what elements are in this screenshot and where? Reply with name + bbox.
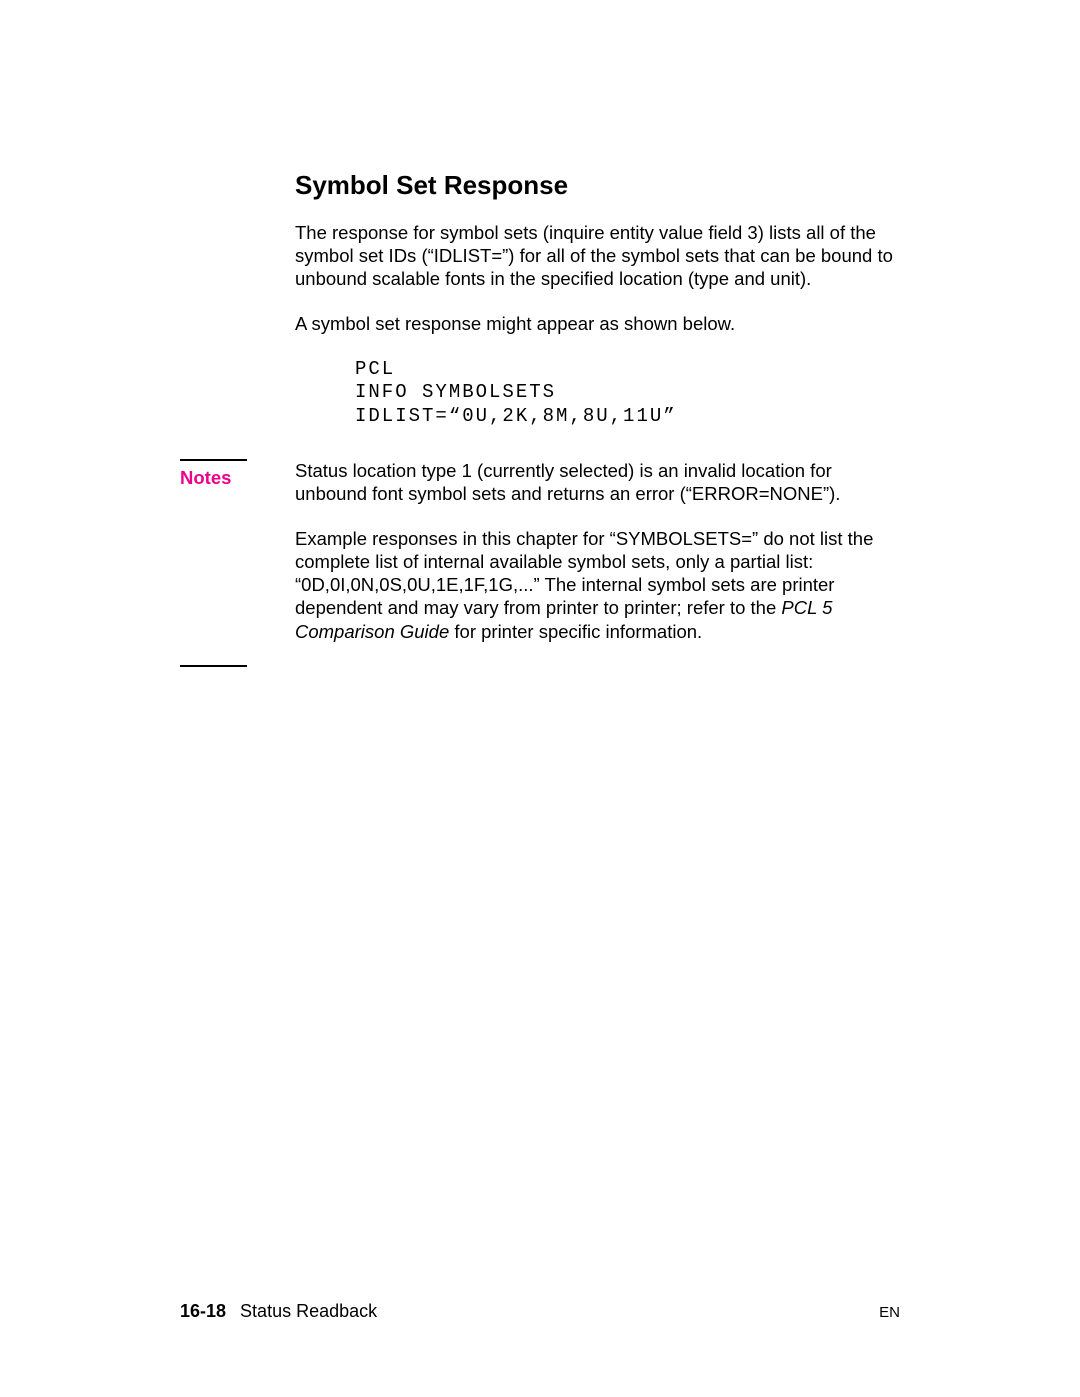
notes-para-2: Example responses in this chapter for “S… [295,527,900,643]
page-container: Symbol Set Response The response for sym… [0,0,1080,1397]
section-heading: Symbol Set Response [295,170,900,201]
page-footer: 16-18 Status Readback EN [180,1301,900,1322]
footer-title: Status Readback [240,1301,377,1322]
footer-lang: EN [879,1304,900,1321]
code-sample: PCL INFO SYMBOLSETS IDLIST=“0U,2K,8M,8U,… [355,358,900,429]
notes-rule-bottom [180,665,247,667]
notes-para-1: Status location type 1 (currently select… [295,459,900,505]
footer-left: 16-18 Status Readback [180,1301,377,1322]
notes-label: Notes [180,467,265,489]
notes-label-wrap: Notes [180,459,265,489]
footer-page-number: 16-18 [180,1301,226,1322]
notes-rule-top [180,459,247,461]
notes-section: Notes Status location type 1 (currently … [180,459,900,667]
paragraph-intro: The response for symbol sets (inquire en… [295,221,900,290]
paragraph-lead: A symbol set response might appear as sh… [295,312,900,335]
notes-body: Status location type 1 (currently select… [295,459,900,643]
notes-para2-post: for printer specific information. [449,621,702,642]
